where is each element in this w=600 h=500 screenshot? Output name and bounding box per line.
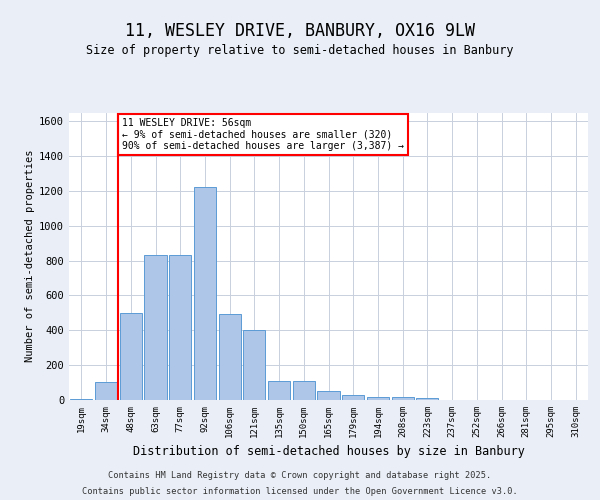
Bar — [367, 396, 389, 400]
Bar — [268, 381, 290, 400]
Bar — [416, 398, 439, 400]
Bar — [218, 314, 241, 400]
Text: Contains public sector information licensed under the Open Government Licence v3: Contains public sector information licen… — [82, 486, 518, 496]
Bar — [243, 330, 265, 400]
Bar — [95, 382, 117, 400]
Bar — [194, 188, 216, 400]
Bar — [169, 256, 191, 400]
Bar — [293, 381, 315, 400]
Bar — [145, 256, 167, 400]
Bar — [119, 313, 142, 400]
X-axis label: Distribution of semi-detached houses by size in Banbury: Distribution of semi-detached houses by … — [133, 446, 524, 458]
Bar — [342, 395, 364, 400]
Text: Size of property relative to semi-detached houses in Banbury: Size of property relative to semi-detach… — [86, 44, 514, 57]
Text: 11, WESLEY DRIVE, BANBURY, OX16 9LW: 11, WESLEY DRIVE, BANBURY, OX16 9LW — [125, 22, 475, 40]
Bar — [392, 398, 414, 400]
Y-axis label: Number of semi-detached properties: Number of semi-detached properties — [25, 150, 35, 362]
Text: 11 WESLEY DRIVE: 56sqm
← 9% of semi-detached houses are smaller (320)
90% of sem: 11 WESLEY DRIVE: 56sqm ← 9% of semi-deta… — [122, 118, 404, 151]
Bar — [70, 399, 92, 400]
Text: Contains HM Land Registry data © Crown copyright and database right 2025.: Contains HM Land Registry data © Crown c… — [109, 472, 491, 480]
Bar — [317, 392, 340, 400]
